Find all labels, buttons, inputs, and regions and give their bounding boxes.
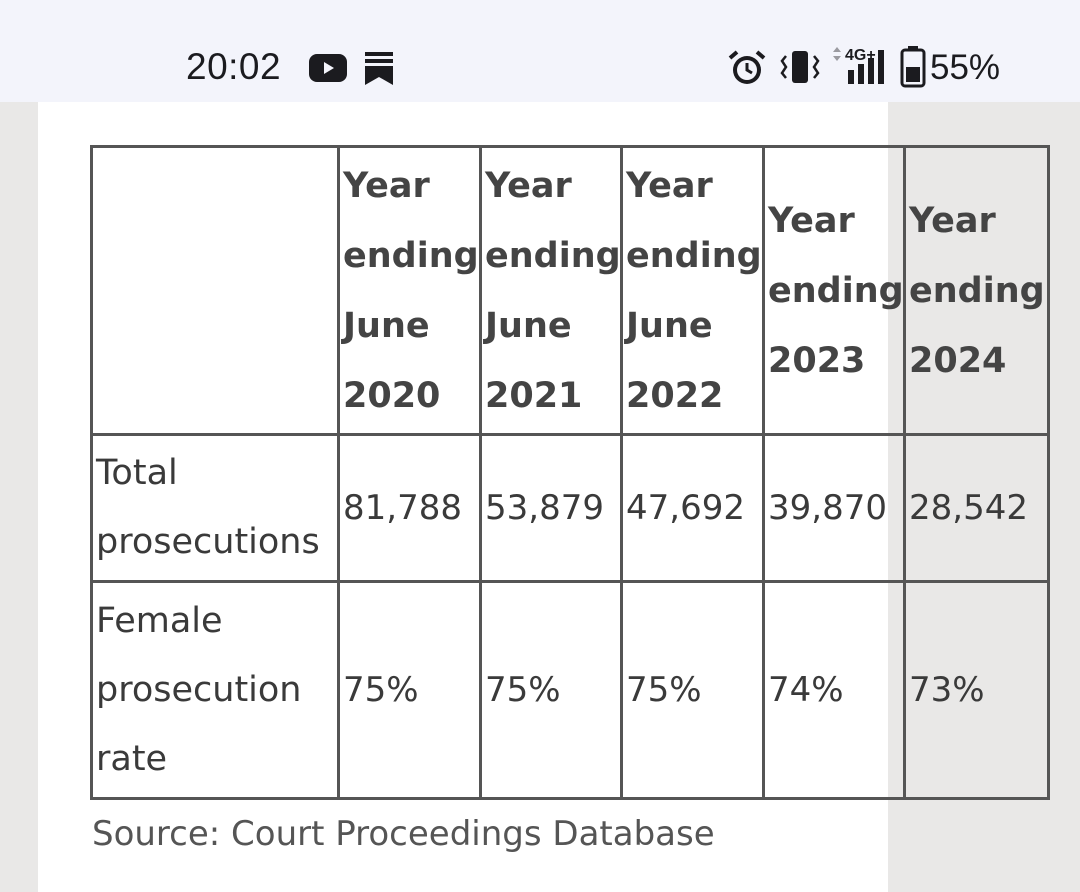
table-row-total-prosecutions: Total prosecutions 81,788 53,879 47,692 …: [90, 433, 1050, 583]
table-cell: 81,788: [337, 433, 482, 583]
vibrate-icon: [780, 51, 820, 83]
bookmark-icon: [365, 52, 393, 85]
row-label: Female prosecution rate: [90, 580, 340, 800]
table-cell: 39,870: [762, 433, 906, 583]
table-corner-cell: [90, 145, 340, 436]
status-bar: 20:02 4G+ 55%: [0, 0, 1080, 102]
status-time: 20:02: [186, 46, 282, 87]
column-header: Year ending 2023: [762, 145, 906, 436]
table-cell: 28,542: [903, 433, 1050, 583]
row-label: Total prosecutions: [90, 433, 340, 583]
table-cell: 74%: [762, 580, 906, 800]
table-header-row: Year ending June 2020 Year ending June 2…: [90, 145, 1050, 436]
column-header: Year ending June 2021: [479, 145, 623, 436]
alarm-icon: [728, 50, 766, 84]
table-row-female-prosecution-rate: Female prosecution rate 75% 75% 75% 74% …: [90, 580, 1050, 800]
battery-icon: [900, 46, 926, 88]
column-header: Year ending June 2020: [337, 145, 482, 436]
table-cell: 73%: [903, 580, 1050, 800]
column-header: Year ending June 2022: [620, 145, 765, 436]
prosecutions-table: Year ending June 2020 Year ending June 2…: [90, 145, 1050, 800]
column-header: Year ending 2024: [903, 145, 1050, 436]
table-cell: 47,692: [620, 433, 765, 583]
table-cell: 75%: [620, 580, 765, 800]
table-cell: 53,879: [479, 433, 623, 583]
source-caption: Source: Court Proceedings Database: [92, 814, 715, 854]
table-cell: 75%: [337, 580, 482, 800]
battery-percent: 55%: [930, 48, 1001, 87]
signal-icon: 4G+: [833, 47, 884, 84]
table-cell: 75%: [479, 580, 623, 800]
youtube-icon: [309, 54, 347, 82]
